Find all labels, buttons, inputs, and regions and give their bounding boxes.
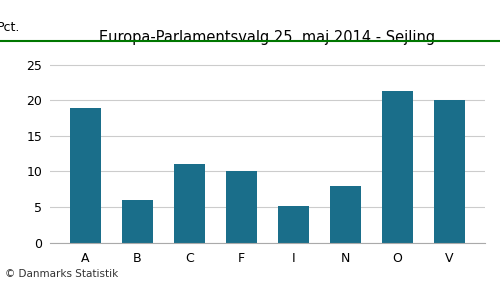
Text: Pct.: Pct.: [0, 21, 20, 34]
Bar: [226, 171, 257, 243]
Title: Europa-Parlamentsvalg 25. maj 2014 - Sejling: Europa-Parlamentsvalg 25. maj 2014 - Sej…: [100, 30, 435, 45]
Bar: [382, 91, 413, 243]
Bar: [174, 164, 205, 243]
Text: © Danmarks Statistik: © Danmarks Statistik: [5, 269, 118, 279]
Bar: [330, 186, 361, 243]
Bar: [122, 200, 153, 243]
Bar: [70, 107, 101, 243]
Bar: [434, 100, 465, 243]
Bar: [278, 206, 309, 243]
